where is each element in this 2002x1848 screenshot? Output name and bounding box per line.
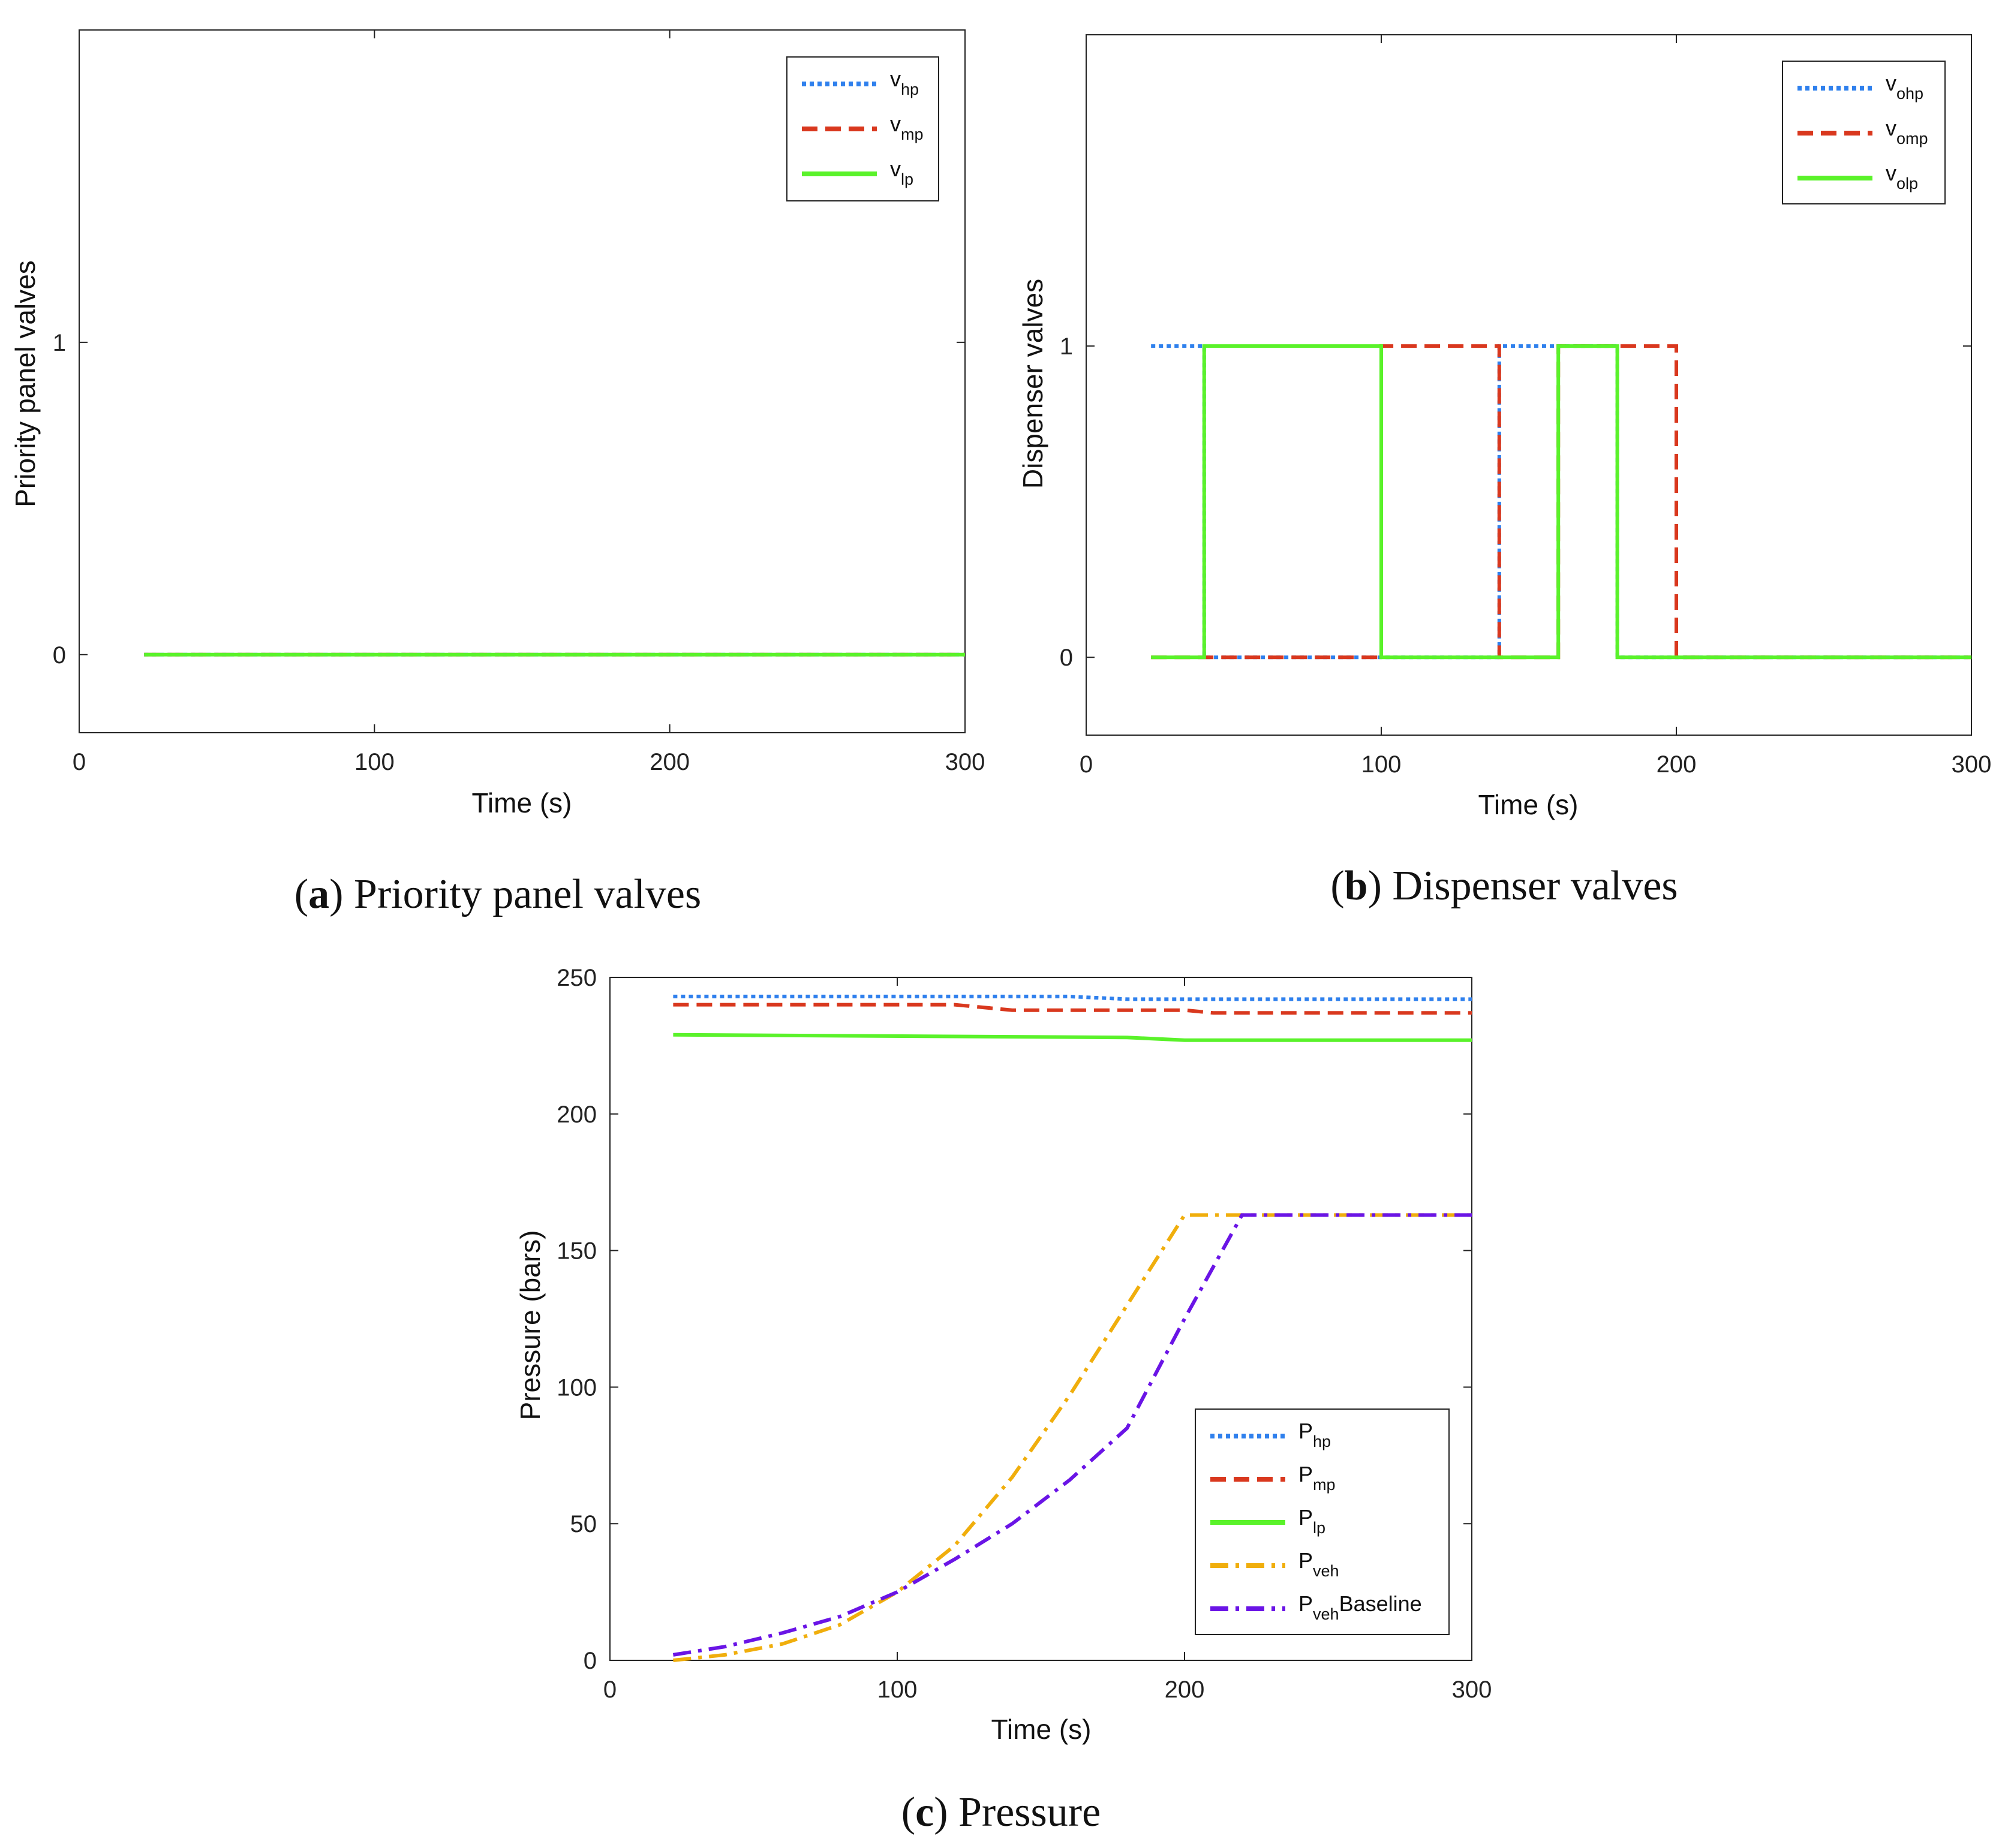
y-tick-label: 50: [570, 1511, 597, 1537]
x-tick-label: 300: [1452, 1677, 1492, 1703]
y-tick-label: 0: [53, 642, 66, 669]
legend-label: Pmp: [1298, 1462, 1336, 1494]
caption-b: (b) Dispenser valves: [1330, 863, 1678, 909]
x-tick-label: 100: [354, 749, 395, 775]
y-tick-label: 200: [557, 1101, 597, 1128]
panel-a: 0 100 200 300 0 1 vhp vmp vlp Priority panel val…: [10, 29, 985, 917]
legend: Php Pmp Plp Pveh PvehBaseline: [1195, 1408, 1450, 1635]
caption-c: (c) Pressure: [901, 1789, 1101, 1835]
series-line-ohp: [1151, 344, 1971, 660]
series-line-hp: [673, 994, 1472, 1001]
x-tick-label: 100: [1361, 751, 1402, 778]
series-line-omp: [1151, 344, 1971, 660]
ylabel-b: Dispenser valves: [1017, 279, 1048, 489]
y-tick-label: 1: [1060, 333, 1073, 360]
series-line-veh-baseline: [672, 1213, 1472, 1657]
y-tick-label: 1: [53, 330, 66, 356]
ylabel-a: Priority panel valves: [10, 260, 41, 507]
series-line-lp: [673, 1033, 1472, 1042]
legend-label: Pveh: [1298, 1548, 1339, 1580]
legend: vohp vomp volp: [1782, 61, 1946, 204]
axes-box: [609, 977, 1472, 1661]
legend-label: Plp: [1298, 1505, 1325, 1537]
caption-a: (a) Priority panel valves: [294, 871, 701, 917]
xlabel-b: Time (s): [1478, 789, 1579, 820]
series-line-olp: [1151, 344, 1971, 660]
x-tick-label: 0: [73, 749, 86, 775]
axes-box: [1086, 34, 1972, 736]
legend-label: volp: [1886, 161, 1918, 192]
legend-label: vohp: [1886, 71, 1923, 103]
y-tick-label: 100: [557, 1374, 597, 1401]
caption-c-text: Pressure: [948, 1789, 1101, 1835]
legend-label: Php: [1298, 1419, 1331, 1450]
x-tick-label: 200: [1657, 751, 1697, 778]
x-tick-label: 0: [1080, 751, 1093, 778]
caption-a-letter: a: [308, 871, 329, 917]
axes-box: [79, 29, 966, 733]
caption-a-text: Priority panel valves: [343, 871, 701, 917]
x-tick-label: 300: [1952, 751, 1992, 778]
x-tick-label: 100: [877, 1677, 918, 1703]
x-tick-label: 0: [603, 1677, 617, 1703]
panel-c: 0 100 200 300 0 50 100 150 200 250 Php Pmp Plp Pveh Pv…: [515, 965, 1492, 1835]
caption-c-letter: c: [915, 1789, 934, 1835]
plot-area-a: 0 100 200 300 0 1 vhp vmp vlp: [53, 29, 985, 775]
legend-label: vhp: [890, 67, 919, 98]
y-tick-label: 250: [557, 965, 597, 991]
legend: vhp vmp vlp: [786, 56, 939, 201]
legend-label: vmp: [890, 112, 924, 143]
x-tick-label: 200: [1165, 1677, 1205, 1703]
xlabel-a: Time (s): [472, 787, 572, 818]
x-tick-label: 300: [945, 749, 985, 775]
caption-b-text: Dispenser valves: [1382, 863, 1678, 909]
panel-b: 0 100 200 300 0 1 vohp vomp volp Dispenser valve…: [1017, 34, 1992, 909]
ylabel-c: Pressure (bars): [515, 1230, 546, 1420]
plot-area-b: 0 100 200 300 0 1 vohp vomp volp: [1060, 34, 1992, 778]
xlabel-c: Time (s): [991, 1714, 1092, 1745]
plot-area-c: 0 100 200 300 0 50 100 150 200 250 Php Pmp Plp Pveh Pv…: [557, 965, 1492, 1703]
y-tick-label: 0: [584, 1648, 597, 1674]
legend-label: PvehBaseline: [1298, 1591, 1422, 1623]
y-tick-label: 0: [1060, 645, 1073, 671]
legend-label: vomp: [1886, 116, 1928, 148]
x-tick-label: 200: [650, 749, 690, 775]
caption-b-letter: b: [1345, 863, 1368, 909]
legend-label: vlp: [890, 156, 913, 188]
series-line-mp: [673, 1003, 1472, 1015]
y-tick-label: 150: [557, 1238, 597, 1265]
